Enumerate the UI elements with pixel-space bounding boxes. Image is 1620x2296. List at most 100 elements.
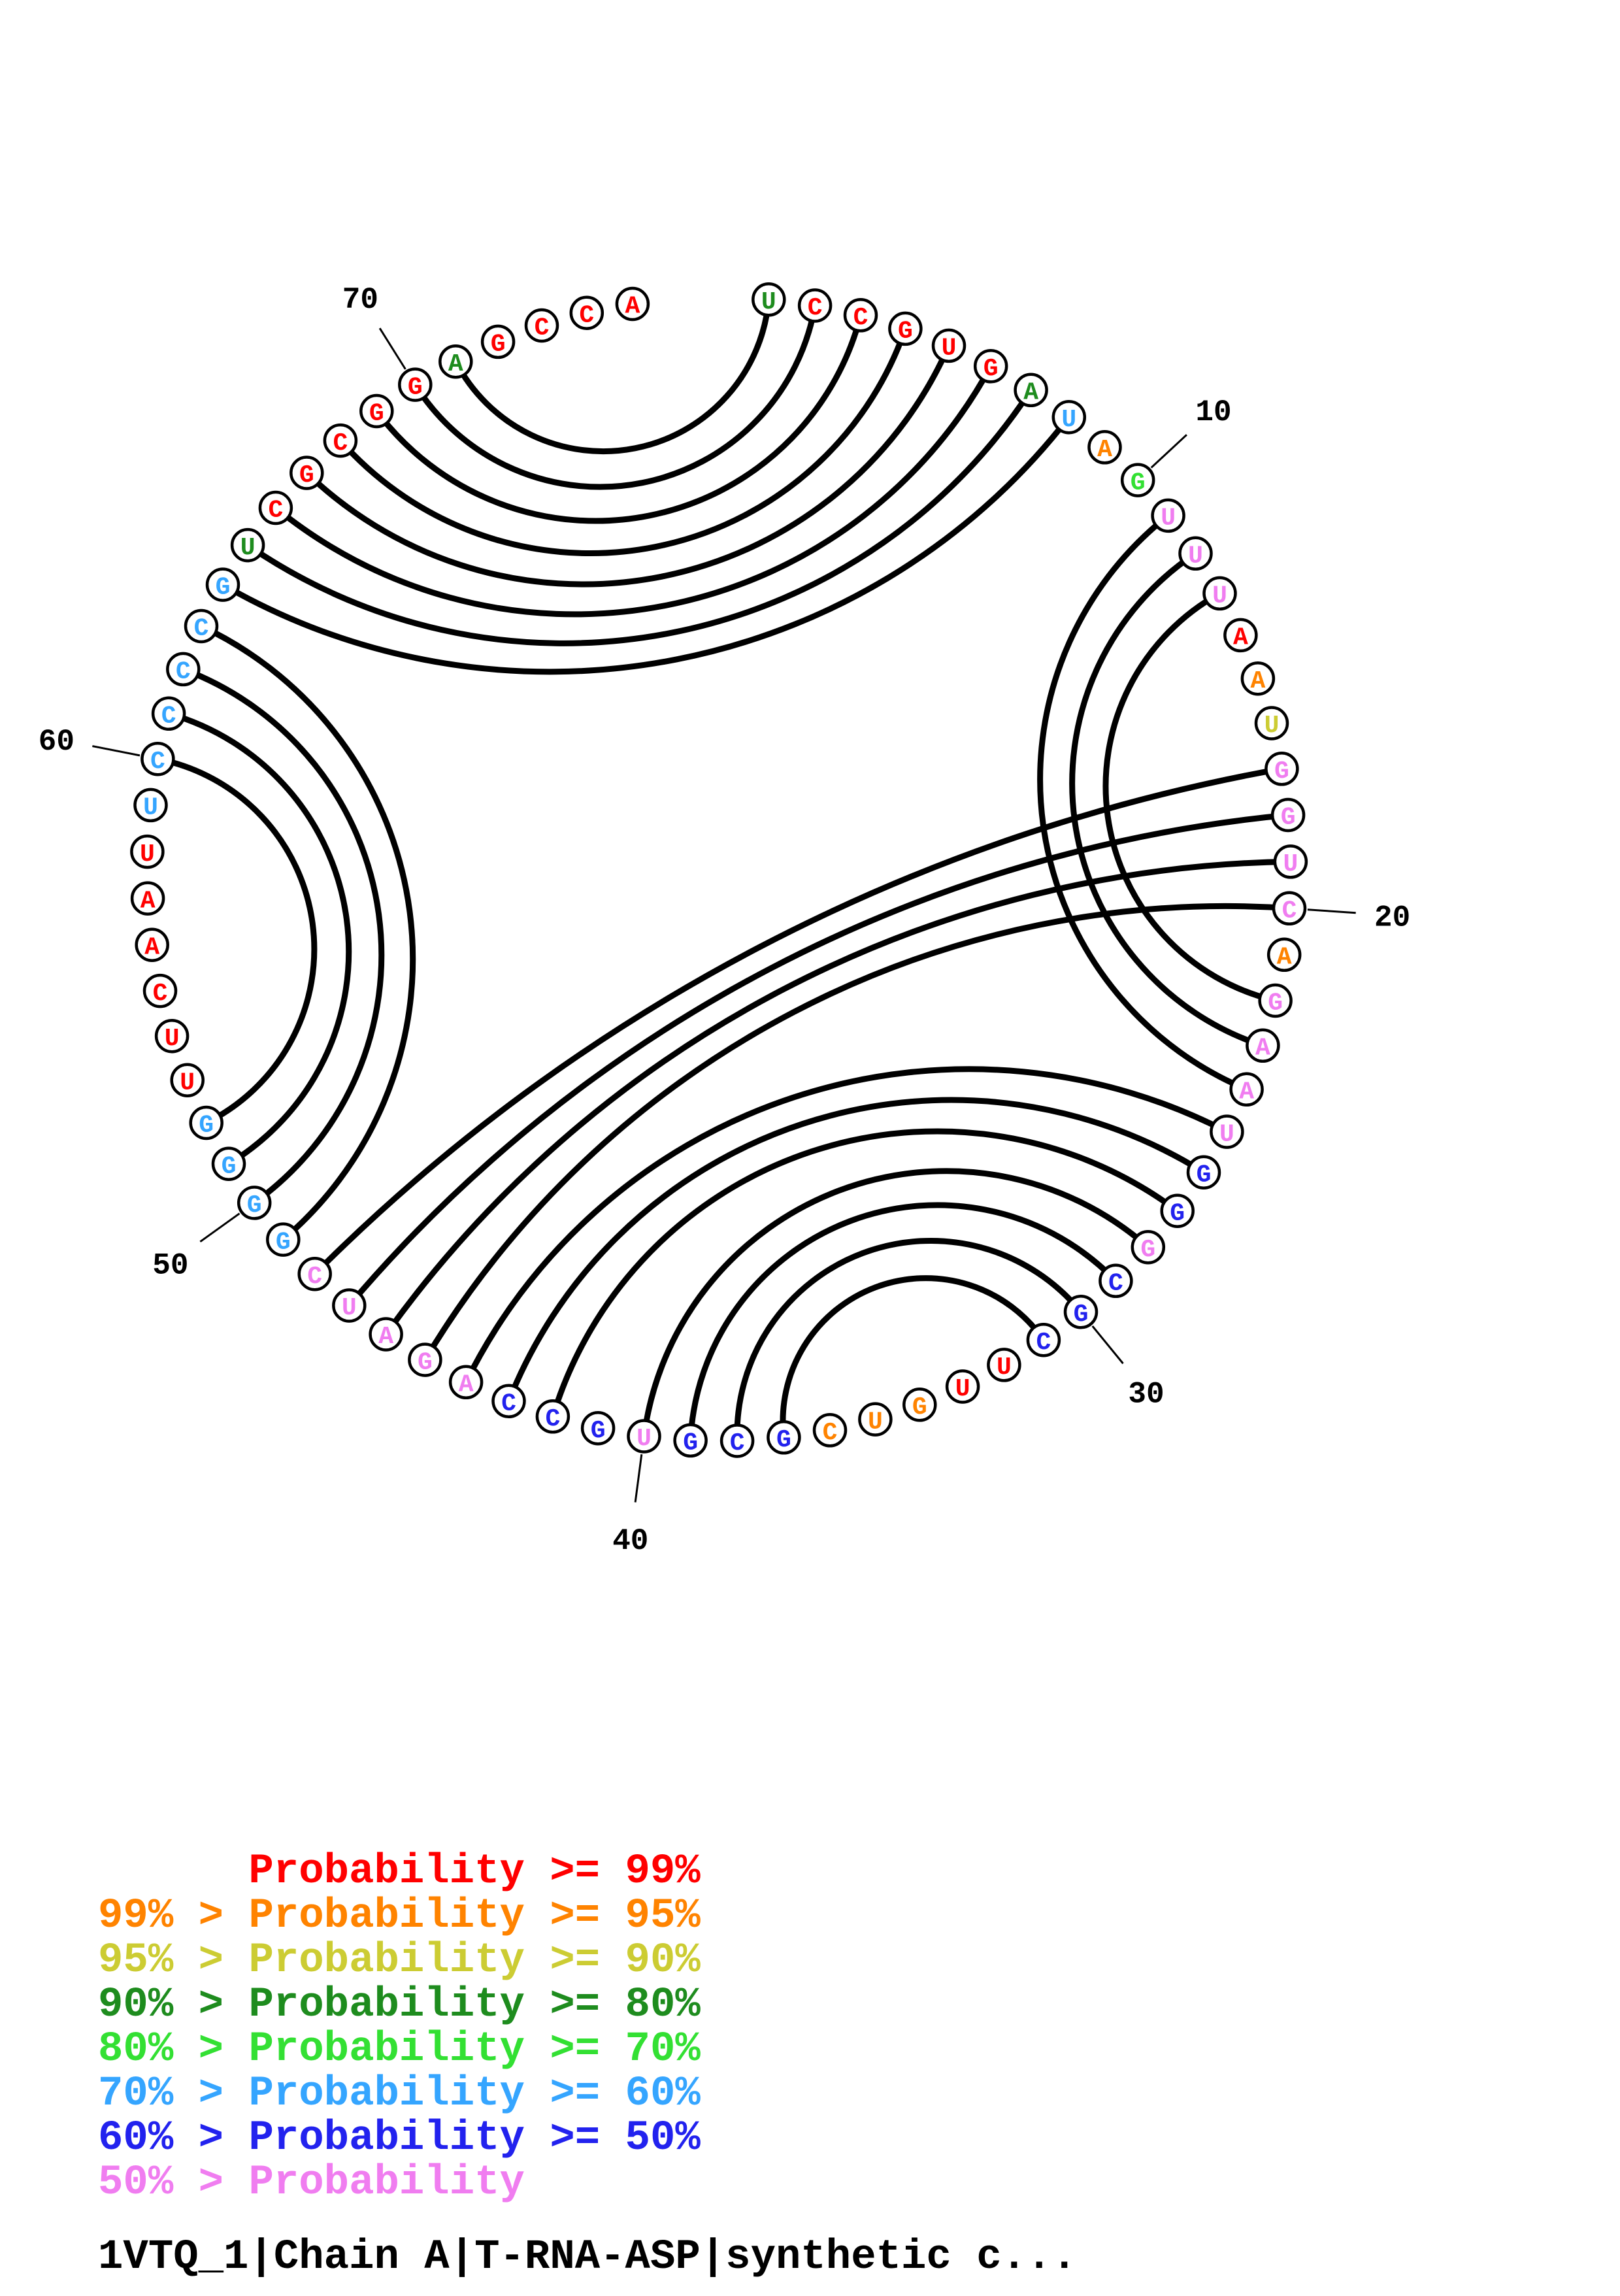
nucleotide-28-G: G <box>1131 1229 1166 1265</box>
nucleotide-circle <box>266 1222 301 1257</box>
nucleotide-55-C: C <box>142 973 178 1008</box>
nucleotide-65-U: U <box>230 527 265 563</box>
nucleotide-circle <box>1246 1028 1280 1063</box>
nucleotide-circle <box>843 298 878 333</box>
nucleotide-31-C: C <box>1026 1322 1061 1357</box>
nucleotide-18-G: G <box>1270 797 1306 833</box>
nucleotide-ring-layer: U C C GUGAUAGUUUAAUGGUCAGAAUGGGCGCUUGUCGCGU… <box>130 282 1308 1458</box>
nucleotide-circle <box>719 1423 755 1458</box>
nucleotide-circle <box>1266 937 1302 973</box>
nucleotide-base-letter: G <box>1131 469 1146 497</box>
legend-row-8: 50% > Probability <box>98 2159 525 2206</box>
nucleotide-base-letter: U <box>1212 582 1227 610</box>
nucleotide-42-C: C <box>535 1399 570 1434</box>
position-label-10: 10 <box>1195 395 1231 429</box>
position-label-20: 20 <box>1374 901 1410 935</box>
nucleotide-circle <box>1026 1322 1061 1357</box>
nucleotide-circle <box>580 1410 616 1446</box>
nucleotide-circle <box>767 1420 801 1455</box>
nucleotide-64-G: G <box>205 567 240 602</box>
nucleotide-circle <box>151 696 186 731</box>
nucleotide-base-letter: C <box>150 748 165 776</box>
legend-row-2: 99% > Probability >= 95% <box>98 1893 701 1940</box>
nucleotide-circle <box>154 1018 190 1054</box>
nucleotide-45-G: G <box>408 1342 442 1377</box>
nucleotide-circle <box>369 1317 403 1352</box>
nucleotide-11-U: U <box>1151 498 1185 533</box>
nucleotide-circle <box>1151 498 1185 533</box>
nucleotide-circle <box>931 328 967 363</box>
nucleotide-base-letter: U <box>1283 850 1298 878</box>
nucleotide-38-C: C <box>719 1423 755 1458</box>
nucleotide-base-letter: G <box>912 1393 927 1422</box>
nucleotide-base-letter: G <box>683 1429 698 1457</box>
nucleotide-circle <box>438 344 473 379</box>
nucleotide-base-letter: G <box>898 318 913 346</box>
nucleotide-base-letter: G <box>1074 1301 1089 1329</box>
base-pair-arc-1-71 <box>453 299 772 455</box>
legend-row-7: 60% > Probability >= 50% <box>98 2115 701 2162</box>
nucleotide-base-letter: G <box>984 355 999 383</box>
nucleotide-base-letter: U <box>342 1294 357 1322</box>
nucleotide-circle <box>135 927 169 962</box>
nucleotide-4-G: G <box>888 311 923 346</box>
nucleotide-circle <box>1210 1114 1244 1149</box>
nucleotide-12-U: U <box>1178 536 1213 571</box>
nucleotide-circle <box>858 1402 893 1437</box>
nucleotide-circle <box>205 567 240 602</box>
nucleotide-circle <box>1270 797 1306 833</box>
nucleotide-68-C: C <box>323 423 358 458</box>
nucleotide-base-letter: A <box>1097 436 1112 464</box>
nucleotide-base-letter: U <box>1265 712 1280 740</box>
position-label-50: 50 <box>152 1249 188 1283</box>
nucleotide-39-G: G <box>673 1423 708 1458</box>
nucleotide-circle <box>1186 1155 1221 1190</box>
base-pair-arc-49-63 <box>200 623 416 1242</box>
nucleotide-19-U: U <box>1273 844 1308 879</box>
base-pair-arc-3-69 <box>374 314 864 524</box>
position-label-30: 30 <box>1128 1378 1164 1412</box>
nucleotide-circle <box>1273 844 1308 879</box>
nucleotide-base-letter: G <box>776 1426 791 1454</box>
nucleotide-10-G: G <box>1120 463 1155 497</box>
nucleotide-circle <box>1014 373 1048 408</box>
nucleotide-base-letter: C <box>161 702 176 730</box>
nucleotide-base-letter: A <box>141 887 156 915</box>
nucleotide-base-letter: U <box>955 1375 970 1403</box>
nucleotide-base-letter: A <box>448 350 463 378</box>
base-pair-arc-7-65 <box>246 388 1034 646</box>
nucleotide-base-letter: G <box>1170 1199 1185 1227</box>
base-pair-arc-28-40 <box>641 1168 1150 1437</box>
position-labels-layer: 10 20 30 40 50 60 70 <box>39 283 1410 1558</box>
nucleotide-51-G: G <box>211 1146 246 1181</box>
position-label-line-20 <box>1307 908 1356 914</box>
nucleotide-14-A: A <box>1223 618 1258 653</box>
nucleotide-base-letter: G <box>418 1348 433 1376</box>
nucleotide-66-C: C <box>258 490 293 525</box>
nucleotide-43-C: C <box>491 1384 526 1419</box>
nucleotide-base-letter: U <box>997 1354 1012 1382</box>
position-label-line-30 <box>1091 1325 1124 1365</box>
nucleotide-5-U: U <box>931 328 967 363</box>
nucleotide-base-letter: A <box>459 1371 474 1399</box>
base-pair-arc-29-39 <box>687 1202 1118 1441</box>
nucleotide-69-G: G <box>359 393 394 429</box>
nucleotide-base-letter: U <box>1061 406 1076 434</box>
base-pair-arc-51-61 <box>167 710 352 1167</box>
nucleotide-53-U: U <box>170 1063 205 1097</box>
nucleotide-base-letter: G <box>276 1228 291 1256</box>
nucleotide-48-C: C <box>297 1256 332 1291</box>
nucleotide-6-G: G <box>973 349 1008 384</box>
nucleotide-circle <box>130 834 165 869</box>
base-pair-arc-2-70 <box>412 305 818 490</box>
nucleotide-base-letter: A <box>625 293 640 321</box>
nucleotide-base-letter: G <box>491 331 506 359</box>
nucleotide-37-G: G <box>767 1420 801 1455</box>
legend-row-1: Probability >= 99% <box>248 1848 701 1895</box>
nucleotide-circle <box>812 1413 848 1448</box>
nucleotide-circle <box>1160 1193 1195 1228</box>
nucleotide-13-U: U <box>1202 576 1237 611</box>
nucleotide-circle <box>359 393 394 429</box>
nucleotide-base-letter: C <box>1036 1329 1051 1357</box>
